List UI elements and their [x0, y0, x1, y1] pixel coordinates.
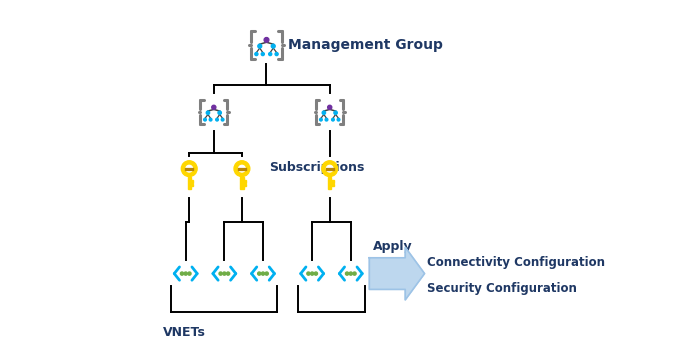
FancyBboxPatch shape	[328, 177, 331, 189]
Circle shape	[212, 105, 216, 109]
Circle shape	[345, 272, 349, 275]
Text: Connectivity Configuration: Connectivity Configuration	[427, 256, 605, 269]
FancyBboxPatch shape	[191, 183, 194, 186]
Text: Management Group: Management Group	[288, 38, 443, 52]
Circle shape	[258, 44, 262, 48]
Circle shape	[218, 111, 221, 114]
Circle shape	[219, 272, 222, 275]
Circle shape	[264, 38, 269, 42]
Circle shape	[265, 272, 268, 275]
Circle shape	[325, 118, 328, 121]
Circle shape	[206, 111, 210, 114]
Circle shape	[269, 52, 271, 56]
Circle shape	[223, 272, 226, 275]
FancyBboxPatch shape	[244, 180, 246, 183]
Circle shape	[234, 161, 250, 177]
Circle shape	[227, 272, 230, 275]
FancyBboxPatch shape	[331, 183, 334, 186]
Circle shape	[314, 272, 318, 275]
Circle shape	[238, 165, 245, 172]
Circle shape	[275, 52, 278, 56]
Circle shape	[337, 118, 340, 121]
Circle shape	[180, 272, 183, 275]
Circle shape	[255, 52, 258, 56]
Circle shape	[349, 272, 353, 275]
Circle shape	[332, 118, 334, 121]
Text: Security Configuration: Security Configuration	[427, 282, 577, 295]
Circle shape	[311, 272, 313, 275]
Circle shape	[204, 118, 206, 121]
Circle shape	[221, 118, 224, 121]
FancyBboxPatch shape	[331, 180, 334, 183]
Circle shape	[353, 272, 356, 275]
Circle shape	[307, 272, 310, 275]
Circle shape	[261, 52, 264, 56]
Circle shape	[271, 44, 275, 48]
Circle shape	[334, 111, 337, 114]
Circle shape	[258, 272, 261, 275]
Circle shape	[328, 105, 332, 109]
Circle shape	[186, 165, 192, 172]
Circle shape	[261, 272, 265, 275]
Circle shape	[188, 272, 191, 275]
Circle shape	[181, 161, 197, 177]
Circle shape	[322, 111, 326, 114]
Circle shape	[320, 118, 322, 121]
Circle shape	[184, 272, 188, 275]
FancyBboxPatch shape	[191, 180, 194, 183]
FancyBboxPatch shape	[188, 177, 191, 189]
Circle shape	[209, 118, 212, 121]
Circle shape	[326, 165, 333, 172]
Polygon shape	[370, 247, 424, 300]
Circle shape	[216, 118, 219, 121]
Circle shape	[322, 161, 338, 177]
FancyBboxPatch shape	[244, 183, 246, 186]
FancyBboxPatch shape	[240, 177, 244, 189]
Text: VNETs: VNETs	[162, 326, 206, 338]
Text: Apply: Apply	[373, 240, 412, 253]
Text: Subscriptions: Subscriptions	[269, 161, 364, 174]
